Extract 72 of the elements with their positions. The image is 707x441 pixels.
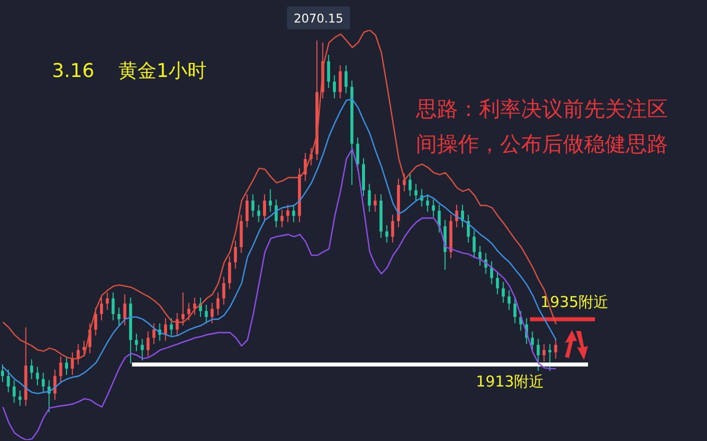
- candlestick: [513, 297, 516, 324]
- candlestick: [356, 136, 360, 172]
- candlestick: [30, 358, 34, 380]
- candlestick: [408, 172, 412, 197]
- candlestick: [216, 292, 220, 316]
- candlestick: [228, 256, 232, 290]
- candlestick: [332, 74, 336, 99]
- candlestick: [152, 322, 156, 345]
- candlestick: [542, 344, 546, 362]
- candlestick: [508, 290, 511, 310]
- candlestick: [36, 366, 39, 386]
- candlestick: [548, 344, 552, 372]
- candlestick: [246, 194, 249, 228]
- candlestick: [391, 214, 394, 244]
- candlestick: [76, 344, 80, 366]
- candlestick: [472, 230, 476, 259]
- candlestick: [263, 194, 266, 223]
- candlestick: [112, 292, 115, 321]
- candlestick: [268, 188, 272, 212]
- candlestick: [193, 297, 196, 316]
- candlestick: [106, 292, 109, 310]
- candlestick: [18, 390, 22, 406]
- candlestick: [374, 194, 377, 212]
- candlestick: [6, 369, 10, 393]
- candlestick: [234, 240, 237, 270]
- candlestick: [117, 307, 120, 326]
- candlestick: [222, 276, 226, 306]
- candlestick: [164, 318, 168, 342]
- candlestick: [554, 338, 558, 360]
- ref-line-label: 1913附近: [476, 372, 544, 391]
- candlestick: [204, 304, 208, 324]
- candlestick: [182, 292, 185, 326]
- candlestick: [385, 224, 388, 244]
- candlestick: [146, 330, 150, 357]
- candlestick: [426, 194, 430, 212]
- candlestick: [170, 318, 173, 336]
- candlestick: [140, 338, 144, 361]
- candlestick: [402, 172, 406, 192]
- candlestick: [490, 260, 494, 285]
- candlestick: [1, 364, 4, 383]
- annotation: 2070.15: [294, 11, 344, 26]
- candlestick: [432, 199, 435, 218]
- candlestick: [327, 54, 330, 88]
- candlestick: [70, 352, 74, 376]
- candlestick: [12, 380, 16, 404]
- candlestick: [280, 209, 284, 228]
- candlestick: [257, 204, 260, 223]
- candlestick: [82, 340, 86, 357]
- candlestick: [53, 369, 56, 400]
- candlestick: [496, 271, 499, 295]
- candlestick: [187, 302, 190, 321]
- candlestick: [344, 64, 348, 94]
- candlestick: [123, 294, 126, 326]
- candlestick: [536, 338, 540, 372]
- candlestick: [59, 356, 62, 383]
- candlestick: [286, 204, 290, 223]
- candlestick: [368, 183, 371, 212]
- candlestick: [134, 333, 138, 352]
- candlestick: [251, 194, 254, 218]
- candlestick: [502, 282, 505, 304]
- text: 3.16 黄金1小时: [52, 59, 207, 84]
- candlestick: [210, 302, 214, 324]
- candlestick: [65, 356, 68, 376]
- candlestick: [338, 64, 342, 99]
- candlestick: [42, 372, 45, 393]
- annotation: 思路：利率决议前先关注区间操作，公布后做稳健思路: [416, 96, 669, 158]
- candlestick: [94, 307, 98, 336]
- candlestick: [530, 330, 534, 352]
- candlestick: [438, 204, 441, 234]
- candlestick: [100, 297, 103, 321]
- candlestick: [414, 183, 418, 202]
- candlestick: [292, 204, 296, 223]
